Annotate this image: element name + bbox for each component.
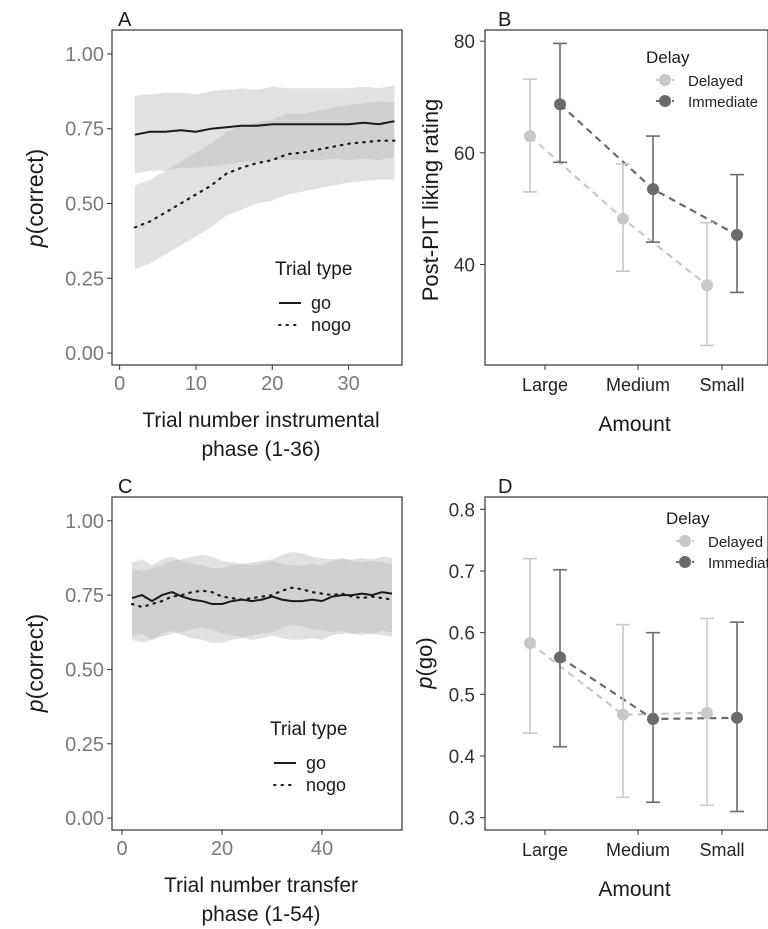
panel-A-ytick-label: 0.50 — [65, 193, 104, 215]
panel-A-ribbon-go — [134, 85, 395, 174]
panel-B-xtick-label: Medium — [606, 375, 670, 395]
panel-D-line-Delayed — [529, 642, 708, 716]
panel-A-xtick-label: 30 — [337, 373, 359, 395]
panel-A-letter: A — [118, 9, 132, 31]
panel-D-ylabel-rest: (go) — [412, 637, 437, 676]
panel-A-xtick-label: 0 — [114, 373, 125, 395]
panel-B-point-Delayed — [701, 279, 713, 292]
panel-A-xlabel: Trial number instrumental — [142, 409, 379, 432]
panel-C-ytick-label: 1.00 — [65, 511, 104, 533]
panel-D-xtick-label: Medium — [606, 840, 670, 860]
panel-D-ytick-label: 0.4 — [449, 747, 476, 768]
panel-C-legend-label-nogo: nogo — [306, 775, 346, 795]
panel-D-ytick-label: 0.7 — [449, 562, 475, 583]
panel-C-xlabel: phase (1-54) — [201, 903, 320, 926]
panel-D-legend-title: Delay — [666, 509, 710, 528]
panel-D-legend-label-Delayed: Delayed — [708, 534, 763, 551]
panel-B-ylabel: Post-PIT liking rating — [418, 99, 443, 302]
panel-B-point-Immediate — [731, 228, 743, 241]
panel-D-legend-label-Immediate: Immediate — [708, 555, 768, 572]
panel-D-ytick-label: 0.3 — [449, 809, 475, 830]
panel-A-frame — [111, 29, 403, 366]
panel-C-frame — [111, 496, 403, 831]
panel-B-frame — [484, 29, 768, 366]
panel-A-line-go — [134, 120, 395, 136]
panel-C-xtick-label: 0 — [116, 838, 127, 860]
panel-B-legend-label-Immediate: Immediate — [688, 94, 758, 111]
panel-D-point-Immediate — [647, 713, 659, 725]
panel-C-legend-label-go: go — [306, 753, 326, 773]
panel-D-xtick-label: Large — [522, 840, 568, 860]
panel-B-xlabel: Amount — [598, 413, 671, 436]
panel-A-ytick-label: 0.00 — [65, 343, 104, 365]
panel-B-ytick-label: 60 — [454, 144, 475, 165]
panel-B-point-Delayed — [524, 130, 536, 143]
panel-A-legend-label-nogo: nogo — [311, 315, 351, 335]
panel-A-ylabel-rest: (correct) — [22, 149, 48, 235]
panel-A-xlabel: phase (1-36) — [201, 438, 320, 461]
panel-D-ytick-label: 0.6 — [449, 624, 475, 645]
panel-A-ytick-label: 1.00 — [65, 44, 104, 66]
panel-B-legend-key-Immediate — [659, 95, 671, 107]
panel-B-xtick-label: Small — [699, 375, 744, 395]
panel-B-ytick-label: 40 — [454, 256, 475, 277]
panel-A-ytick-label: 0.75 — [65, 119, 104, 141]
panel-C-ylabel-italic: p — [22, 699, 48, 713]
panel-B-letter: B — [498, 9, 511, 31]
panel-D-legend-key-Delayed — [679, 535, 691, 547]
panel-B-line-Immediate — [559, 103, 738, 236]
panel-A-legend-title: Trial type — [275, 259, 352, 280]
panel-C-xlabel: Trial number transfer — [164, 874, 358, 897]
panel-B-legend-label-Delayed: Delayed — [688, 73, 743, 90]
panel-C-legend-title: Trial type — [270, 719, 347, 740]
panel-A-ylabel: p(correct) — [22, 149, 48, 248]
panel-D-frame — [484, 496, 768, 831]
panel-B-xtick-label: Large — [522, 375, 568, 395]
panel-C-xtick-label: 40 — [311, 838, 333, 860]
panel-D-point-Immediate — [554, 651, 566, 664]
panel-B-point-Immediate — [647, 183, 659, 196]
panel-D-letter: D — [498, 476, 512, 498]
panel-C-ytick-label: 0.25 — [65, 734, 104, 756]
panel-A-ytick-label: 0.25 — [65, 268, 104, 290]
panel-C-line-nogo — [130, 586, 394, 609]
panel-A-ribbon-nogo — [134, 101, 395, 270]
panel-D-ytick-label: 0.5 — [449, 685, 475, 706]
panel-D-ytick-label: 0.8 — [449, 500, 475, 521]
panel-D-ylabel-italic: p — [412, 676, 437, 689]
panel-C-line-go — [131, 591, 393, 605]
panel-D-point-Delayed — [524, 637, 536, 650]
panel-D-xtick-label: Small — [699, 840, 744, 860]
panel-D-point-Immediate — [731, 711, 743, 724]
panel-D-xlabel: Amount — [598, 878, 671, 901]
panel-D-point-Delayed — [701, 706, 713, 719]
panel-D-point-Delayed — [617, 708, 629, 721]
panel-B-legend-title: Delay — [646, 48, 690, 67]
panel-A-xtick-label: 20 — [261, 373, 283, 395]
panel-C-ylabel-rest: (correct) — [22, 614, 48, 700]
panel-C-ytick-label: 0.00 — [65, 808, 104, 830]
panel-D-legend-key-Immediate — [679, 556, 691, 568]
panel-A-ylabel-italic: p — [22, 234, 48, 248]
panel-C-ytick-label: 0.50 — [65, 659, 104, 681]
panel-B-point-Immediate — [554, 98, 566, 111]
panel-B-legend-key-Delayed — [659, 74, 671, 86]
panel-B-line-Delayed — [529, 135, 708, 287]
panel-B-point-Delayed — [617, 212, 629, 225]
panel-C-ylabel: p(correct) — [22, 614, 48, 713]
panel-A-xtick-label: 10 — [185, 373, 207, 395]
panel-B-ytick-label: 80 — [454, 32, 475, 53]
panel-C-letter: C — [118, 476, 132, 498]
panel-A-legend-label-go: go — [311, 293, 331, 313]
panel-D-ylabel: p(go) — [412, 637, 437, 689]
panel-C-ytick-label: 0.75 — [65, 585, 104, 607]
panel-C-xtick-label: 20 — [211, 838, 233, 860]
